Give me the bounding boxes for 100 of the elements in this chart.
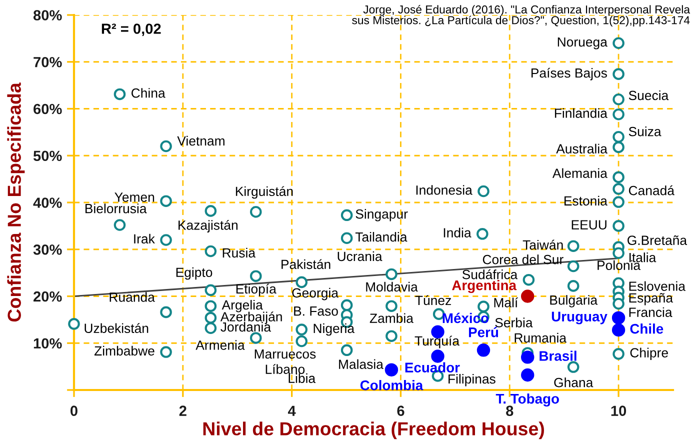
point [340, 209, 353, 222]
annotation: Finlandia [554, 108, 608, 118]
point [160, 234, 172, 246]
point [250, 206, 262, 218]
annotation: Uzbekistán [84, 323, 148, 334]
annotation: Kazajistán [178, 220, 238, 232]
point [567, 280, 580, 292]
point [567, 240, 580, 252]
x-tick-label: 0 [70, 406, 78, 416]
annotation: Ghana [554, 378, 594, 388]
point [250, 332, 262, 344]
point [204, 205, 217, 217]
annotation: Singapur [356, 209, 408, 222]
annotation: Indonesia [416, 185, 472, 195]
point [612, 183, 624, 195]
point [612, 93, 624, 106]
point [204, 300, 217, 312]
annotation: Filipinas [448, 374, 496, 386]
annotation: Yemen [114, 192, 154, 202]
point [204, 322, 217, 334]
annotation: Vietnam [177, 136, 224, 146]
annotation: Serbia [495, 318, 533, 328]
point [250, 270, 262, 282]
annotation: Australia [556, 144, 608, 154]
annotation: Sudáfrica [462, 269, 518, 280]
point [612, 130, 624, 143]
annotation: Túnez [415, 295, 451, 306]
point [567, 361, 580, 373]
annotation: Rusia [222, 248, 256, 258]
annotation: Argentina [452, 280, 517, 294]
point [114, 88, 126, 100]
point [204, 312, 217, 324]
point [160, 346, 172, 358]
point [384, 363, 398, 376]
point [612, 108, 624, 120]
annotation: Suecia [628, 90, 669, 100]
point [567, 260, 580, 272]
point [476, 344, 490, 357]
annotation: Bielorrusia [85, 204, 147, 214]
point [478, 300, 490, 312]
annotation: Ucrania [338, 251, 382, 262]
y-tick-label: 10% [34, 338, 62, 349]
annotation: Nigeria [314, 323, 355, 336]
point [476, 228, 488, 240]
y-tick-label: 20% [34, 291, 62, 302]
annotation: Taiwán [522, 240, 563, 250]
point [296, 335, 308, 348]
annotation: Alemania [552, 168, 608, 178]
point [160, 140, 172, 152]
point [160, 306, 172, 318]
annotation: R² = 0,02 [102, 24, 161, 36]
x-tick-label: 6 [397, 406, 404, 416]
annotation: G.Bretaña [628, 235, 688, 246]
point [296, 324, 308, 336]
x-tick-label: 10 [611, 406, 626, 416]
annotation: Chipre [630, 348, 668, 360]
point [296, 276, 308, 288]
point [521, 350, 534, 364]
annotation: Eslovenia [629, 281, 686, 291]
point [114, 219, 126, 231]
y-tick-label: 50% [33, 150, 62, 162]
annotation: Francia [629, 307, 672, 318]
annotation: Ruanda [110, 292, 155, 302]
point [431, 350, 444, 363]
annotation: Marruecos [254, 349, 316, 359]
point [612, 37, 624, 50]
point [612, 247, 624, 260]
point [386, 330, 398, 342]
annotation: Argelia [222, 300, 263, 312]
point [612, 196, 624, 208]
annotation: Azerbaiján [220, 312, 282, 324]
annotation: Malí [494, 297, 518, 308]
annotation: Libia [288, 373, 316, 384]
annotation: Etiopía [236, 284, 276, 296]
point [612, 311, 626, 324]
annotation: B. Faso [294, 306, 338, 316]
annotation: Perú [468, 326, 498, 338]
point [386, 268, 398, 280]
point [521, 290, 534, 303]
annotation: India [444, 228, 472, 238]
point [612, 348, 624, 360]
annotation: T. Tobago [496, 393, 559, 407]
point [612, 220, 624, 232]
point [340, 232, 353, 244]
annotation: Kirguistán [236, 186, 293, 199]
annotation: Ecuador [405, 362, 460, 372]
annotation: Uruguay [552, 312, 608, 324]
annotation: Suiza [628, 126, 662, 136]
annotation: Tailandia [355, 232, 408, 242]
point [612, 323, 626, 337]
annotation: Armenia [196, 340, 245, 350]
annotation: Noruega [558, 37, 608, 50]
point [160, 195, 172, 207]
y-tick-label: 40% [33, 198, 62, 208]
point [204, 245, 217, 258]
annotation: Jorge, José Eduardo (2016). "La Confianza Interpersonal Revela sus Misterios. ¿La Partícula de Dios?", Question, 1(52),pp.143-174 [352, 5, 690, 26]
y-tick-label: 30% [33, 244, 62, 255]
annotation: Moldavia [366, 282, 418, 292]
point [612, 171, 624, 184]
annotation: EEUU [572, 220, 606, 230]
